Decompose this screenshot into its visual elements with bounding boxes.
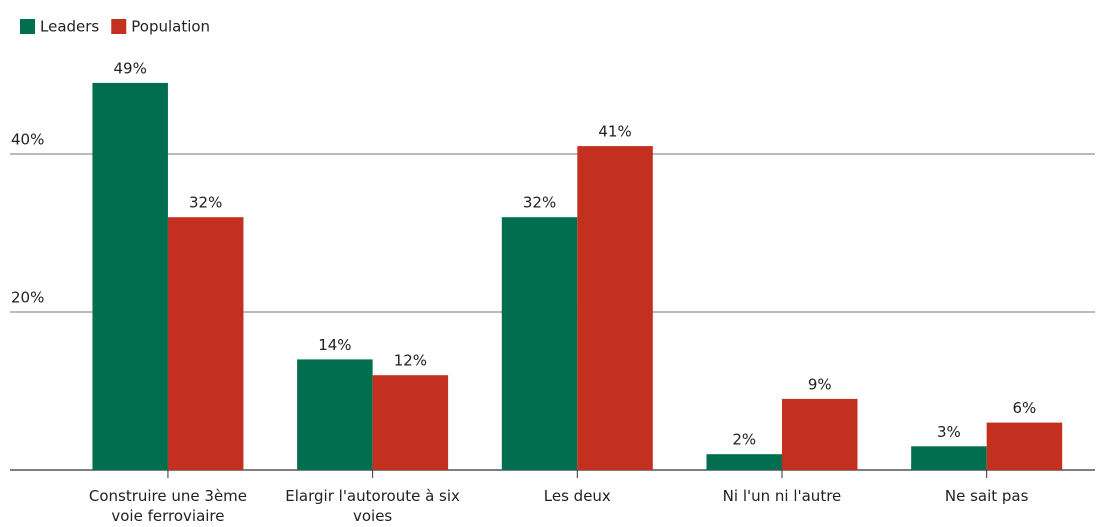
- value-label: 2%: [732, 431, 756, 449]
- x-tick-label: Ne sait pas: [944, 487, 1029, 505]
- value-label: 41%: [598, 123, 631, 141]
- value-label: 3%: [937, 423, 961, 441]
- value-label: 14%: [318, 336, 351, 354]
- x-tick-label: Les deux: [543, 487, 611, 505]
- x-tick-label: Ni l'un ni l'autre: [722, 487, 842, 505]
- bar: [92, 82, 168, 471]
- value-label: 49%: [114, 59, 147, 77]
- bar: [706, 454, 782, 470]
- value-label: 12%: [394, 352, 427, 370]
- y-tick-label: 40%: [11, 131, 44, 149]
- bar: [577, 146, 653, 470]
- bar: [372, 375, 449, 470]
- bar: [167, 217, 244, 470]
- value-label: 6%: [1013, 399, 1037, 417]
- legend-label: Leaders: [40, 18, 99, 36]
- legend-swatch: [111, 19, 127, 34]
- value-label: 32%: [189, 194, 222, 212]
- legend-swatch: [20, 19, 35, 34]
- bar: [297, 359, 373, 470]
- bar: [911, 446, 987, 470]
- bar: [781, 398, 858, 470]
- x-tick-label: Elargir l'autoroute à six voies: [285, 487, 460, 525]
- bar: [501, 217, 578, 470]
- value-label: 9%: [808, 375, 832, 393]
- legend-label: Population: [131, 18, 210, 36]
- y-tick-label: 20%: [11, 289, 44, 307]
- bar: [986, 422, 1063, 470]
- x-tick-label: Construire une 3ème voie ferroviaire: [88, 487, 248, 525]
- value-label: 32%: [523, 194, 556, 212]
